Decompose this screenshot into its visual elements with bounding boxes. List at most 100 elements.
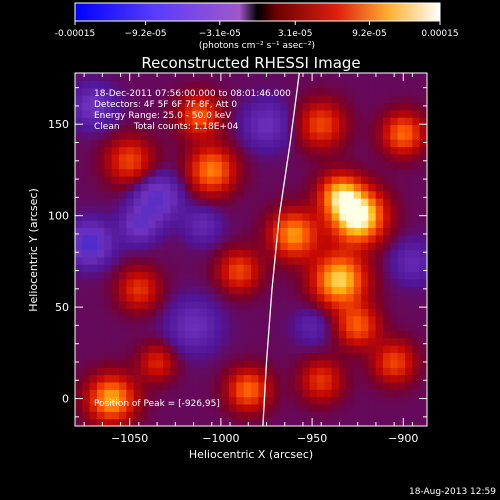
heatmap-cell bbox=[89, 205, 98, 214]
x-tick-label: −1000 bbox=[202, 432, 239, 445]
heatmap-cell bbox=[155, 308, 164, 317]
heatmap-cell bbox=[111, 381, 120, 390]
heatmap-cell bbox=[331, 205, 340, 214]
heatmap-cell bbox=[170, 323, 179, 331]
heatmap-cell bbox=[243, 205, 252, 214]
heatmap-cell bbox=[75, 264, 83, 273]
heatmap-cell bbox=[405, 168, 413, 177]
heatmap-cell bbox=[295, 161, 303, 170]
heatmap-cell bbox=[405, 109, 413, 118]
heatmap-cell bbox=[199, 102, 208, 111]
heatmap-cell bbox=[309, 220, 318, 229]
heatmap-cell bbox=[346, 330, 355, 339]
heatmap-cell bbox=[89, 374, 98, 383]
heatmap-cell bbox=[126, 109, 135, 118]
heatmap-cell bbox=[97, 198, 105, 206]
heatmap-cell bbox=[75, 227, 83, 236]
heatmap-cell bbox=[104, 345, 113, 354]
heatmap-cell bbox=[133, 418, 142, 426]
heatmap-cell bbox=[243, 190, 252, 199]
heatmap-cell bbox=[236, 198, 245, 206]
heatmap-cell bbox=[368, 87, 377, 96]
heatmap-cell bbox=[339, 242, 347, 251]
heatmap-cell bbox=[75, 198, 83, 206]
heatmap-cell bbox=[324, 212, 333, 221]
footer-timestamp: 18-Aug-2013 12:59 bbox=[409, 487, 496, 497]
heatmap-cell bbox=[111, 146, 120, 155]
heatmap-cell bbox=[177, 411, 186, 420]
heatmap-cell bbox=[214, 293, 223, 302]
heatmap-cell bbox=[295, 308, 303, 317]
heatmap-cell bbox=[163, 367, 171, 376]
heatmap-cell bbox=[265, 411, 274, 420]
colorbar-tick-label: 0.00015 bbox=[421, 29, 458, 39]
heatmap-cell bbox=[331, 87, 340, 96]
heatmap-cell bbox=[119, 374, 127, 383]
heatmap-cell bbox=[405, 198, 413, 206]
heatmap-cell bbox=[141, 190, 149, 199]
heatmap-cell bbox=[331, 124, 340, 133]
heatmap-cell bbox=[148, 278, 157, 287]
heatmap-cell bbox=[82, 87, 91, 96]
heatmap-cell bbox=[192, 367, 201, 376]
heatmap-cell bbox=[375, 374, 384, 383]
heatmap-cell bbox=[207, 330, 215, 339]
heatmap-cell bbox=[170, 87, 179, 96]
heatmap-cell bbox=[97, 264, 105, 273]
heatmap-cell bbox=[155, 73, 164, 81]
heatmap-cell bbox=[383, 308, 391, 317]
heatmap-cell bbox=[346, 367, 355, 376]
heatmap-cell bbox=[339, 124, 347, 133]
heatmap-cell bbox=[155, 352, 164, 361]
heatmap-cell bbox=[170, 337, 179, 346]
heatmap-cell bbox=[405, 220, 413, 229]
heatmap-cell bbox=[346, 249, 355, 258]
heatmap-cell bbox=[280, 109, 289, 118]
heatmap-cell bbox=[265, 168, 274, 177]
heatmap-cell bbox=[397, 227, 406, 236]
heatmap-cell bbox=[309, 315, 318, 324]
heatmap-cell bbox=[170, 271, 179, 280]
heatmap-cell bbox=[207, 271, 215, 280]
heatmap-cell bbox=[89, 168, 98, 177]
heatmap-cell bbox=[97, 256, 105, 265]
heatmap-cell bbox=[155, 190, 164, 199]
heatmap-cell bbox=[361, 220, 369, 229]
heatmap-cell bbox=[119, 198, 127, 206]
heatmap-cell bbox=[324, 264, 333, 273]
heatmap-cell bbox=[353, 256, 362, 265]
heatmap-cell bbox=[75, 389, 83, 398]
heatmap-cell bbox=[199, 418, 208, 426]
heatmap-cell bbox=[324, 109, 333, 118]
heatmap-cell bbox=[331, 161, 340, 170]
heatmap-cell bbox=[287, 168, 296, 177]
heatmap-cell bbox=[133, 212, 142, 221]
heatmap-cell bbox=[346, 212, 355, 221]
heatmap-cell bbox=[295, 293, 303, 302]
heatmap-cell bbox=[295, 227, 303, 236]
heatmap-cell bbox=[383, 80, 391, 89]
heatmap-cell bbox=[163, 161, 171, 170]
heatmap-cell bbox=[287, 411, 296, 420]
heatmap-cell bbox=[419, 183, 427, 192]
heatmap-cell bbox=[339, 175, 347, 184]
heatmap-cell bbox=[302, 124, 311, 133]
heatmap-cell bbox=[258, 124, 267, 133]
heatmap-cell bbox=[368, 146, 377, 155]
heatmap-cell bbox=[243, 249, 252, 258]
heatmap-cell bbox=[339, 109, 347, 118]
heatmap-cell bbox=[419, 153, 427, 162]
heatmap-cell bbox=[346, 190, 355, 199]
heatmap-cell bbox=[111, 323, 120, 331]
heatmap-cell bbox=[243, 227, 252, 236]
heatmap-cell bbox=[221, 102, 230, 111]
chart-title: Reconstructed RHESSI Image bbox=[141, 54, 360, 72]
heatmap-cell bbox=[419, 234, 427, 243]
heatmap-cell bbox=[331, 411, 340, 420]
heatmap-cell bbox=[353, 175, 362, 184]
heatmap-cell bbox=[265, 102, 274, 111]
heatmap-cell bbox=[317, 264, 325, 273]
colorbar-ticks: -0.00015 −9.2e-05 −3.1e-05 3.1e-05 9.2e-05 0.… bbox=[55, 21, 459, 39]
heatmap-cell bbox=[104, 168, 113, 177]
heatmap-cell bbox=[258, 337, 267, 346]
